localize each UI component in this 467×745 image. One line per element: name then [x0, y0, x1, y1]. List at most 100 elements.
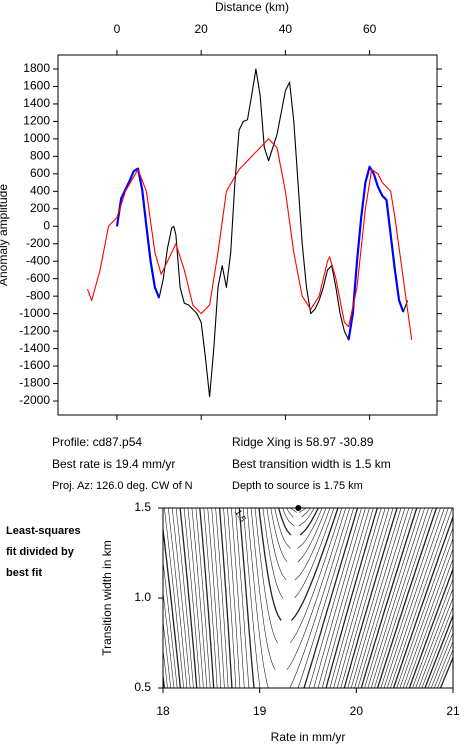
contour-line [376, 508, 438, 688]
annotation: Proj. Az: 126.0 deg. CW of N [52, 480, 193, 492]
contour-line [317, 508, 370, 688]
y-tick-label: 1400 [23, 96, 50, 110]
contour-lines [163, 508, 453, 688]
y-tick-label: -1600 [19, 358, 50, 372]
x-tick-label: 0 [114, 22, 121, 36]
contour-line [187, 508, 204, 688]
contour-line [238, 508, 255, 688]
contour-line [286, 508, 347, 671]
contour-line [163, 524, 182, 688]
contour-line [299, 508, 319, 536]
x-tick-label: 18 [156, 704, 170, 718]
contour-line [278, 508, 292, 536]
contour-line [364, 508, 421, 688]
y-tick-label: -600 [26, 271, 50, 285]
y-tick-label: 1800 [23, 61, 50, 75]
annotation: Best transition width is 1.5 km [232, 457, 391, 471]
contour-line [399, 537, 453, 688]
contour-line [392, 515, 453, 688]
x-tick-label: 20 [194, 22, 208, 36]
contour-line [308, 508, 362, 688]
contour-line [408, 567, 453, 688]
contour-line [405, 558, 453, 688]
contour-line [402, 547, 453, 688]
plot-frame [57, 54, 438, 416]
contour-line [297, 508, 323, 549]
y-tick-label: 1000 [23, 131, 50, 145]
x-tick-label: 20 [350, 704, 364, 718]
x-tick-label: 21 [446, 704, 460, 718]
y-tick-label: -1800 [19, 376, 50, 390]
contour-line [290, 508, 339, 621]
contour-line [164, 508, 184, 688]
x-axis-label: Rate in mm/yr [271, 730, 346, 744]
y-tick-label: -1400 [19, 341, 50, 355]
y-tick-label: -800 [26, 288, 50, 302]
data-line [86, 138, 413, 340]
contour-line [218, 508, 233, 688]
contour-line [215, 508, 229, 688]
contour-line [367, 508, 425, 688]
contour-line [266, 508, 287, 581]
best-fit-point [295, 505, 302, 511]
contour-line [297, 508, 327, 563]
contour-line [246, 508, 269, 688]
contour-line [297, 508, 354, 688]
contour-line [370, 508, 429, 688]
contour-line [163, 559, 178, 688]
contour-line [175, 508, 194, 688]
contour-line [258, 508, 282, 621]
contour-line [374, 508, 433, 688]
contour-line [282, 508, 295, 527]
contour-line [383, 508, 445, 688]
y-tick-label: 1.5 [134, 500, 151, 514]
annotation: Profile: cd87.p54 [52, 435, 142, 449]
contour-line [412, 578, 453, 688]
contour-line [333, 508, 386, 688]
contour-line [183, 508, 201, 688]
y-tick-label: 200 [30, 201, 50, 215]
contour-line [199, 508, 215, 688]
contour-line [163, 618, 172, 688]
y-axis-label: Transition width in km [100, 540, 114, 656]
contour-line [168, 508, 188, 688]
contour-line [298, 508, 307, 513]
contour-line [298, 508, 315, 527]
note: Least-squares [6, 525, 81, 537]
contour-line [336, 508, 390, 688]
note: fit divided by [6, 546, 75, 558]
contour-line [290, 508, 297, 513]
contour-line [294, 508, 335, 599]
y-tick-label: -1000 [19, 306, 50, 320]
y-tick-label: 0.5 [134, 680, 151, 694]
contour-line [313, 508, 366, 688]
contour-line [386, 508, 449, 688]
contour-line [163, 647, 168, 688]
x-tick-label: 40 [279, 22, 293, 36]
y-tick-label: 800 [30, 149, 50, 163]
contour-line [227, 508, 241, 688]
annotation: Ridge Xing is 58.97 -30.89 [232, 435, 374, 449]
data-line [116, 68, 409, 398]
contour-line [242, 508, 261, 688]
contour-line [223, 508, 237, 688]
contour-line [415, 587, 453, 688]
contour-line [390, 508, 453, 688]
contour-line [274, 508, 291, 549]
contour-line [357, 508, 414, 688]
contour-line [250, 508, 276, 671]
contour-line [191, 508, 208, 688]
contour-line [380, 508, 441, 688]
y-tick-label: 400 [30, 183, 50, 197]
contour-line [427, 623, 453, 688]
y-tick-label: -1200 [19, 323, 50, 337]
contour-line [231, 508, 245, 688]
contour-line [347, 508, 402, 688]
note: best fit [6, 567, 42, 579]
contour-line [329, 508, 382, 688]
annotation: Best rate is 19.4 mm/yr [52, 457, 175, 471]
contour-line [163, 589, 175, 688]
contour-line [289, 508, 343, 644]
contour-line [321, 508, 374, 688]
